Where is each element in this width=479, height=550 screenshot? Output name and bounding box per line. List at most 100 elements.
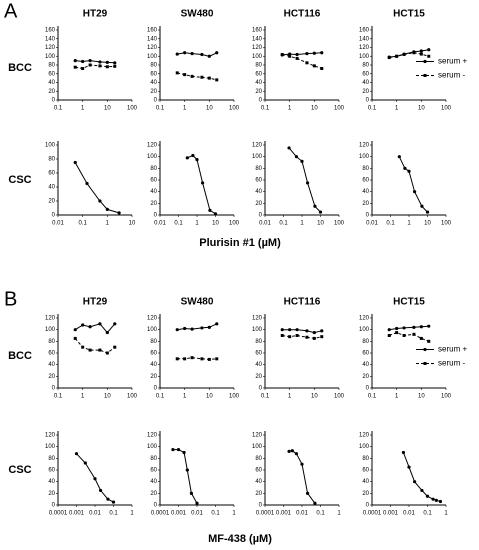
y-tick-label: 40 xyxy=(150,189,157,195)
y-tick-label: 120 xyxy=(45,433,56,439)
y-tick-label: 80 xyxy=(150,166,157,172)
data-point xyxy=(81,67,85,70)
y-tick-label: 80 xyxy=(362,63,369,69)
y-tick-label: 80 xyxy=(150,339,157,345)
data-point xyxy=(305,181,310,185)
data-point xyxy=(320,335,324,339)
y-tick-label: 40 xyxy=(48,362,55,368)
y-tick-label: 60 xyxy=(150,351,157,357)
data-point xyxy=(305,52,309,56)
x-tick-label: 0.1 xyxy=(261,106,270,112)
x-tick-label: 0.1 xyxy=(368,106,377,112)
data-point xyxy=(81,59,85,64)
data-point xyxy=(313,501,317,505)
y-tick-label: 0 xyxy=(52,98,56,104)
y-tick-label: 60 xyxy=(255,71,262,77)
series-line xyxy=(389,52,429,59)
y-tick-label: 120 xyxy=(147,143,158,149)
x-tick-label: 0.0001 xyxy=(363,511,382,517)
y-tick-label: 0 xyxy=(52,386,56,392)
x-tick-label: 0.1 xyxy=(109,511,118,517)
data-point xyxy=(419,336,423,340)
x-tick-label: 10 xyxy=(206,106,213,112)
series-line xyxy=(289,450,316,504)
data-point xyxy=(280,53,284,56)
x-tick-label: 1 xyxy=(106,221,110,227)
y-tick-label: 40 xyxy=(255,362,262,368)
data-point xyxy=(407,465,411,469)
x-tick-label: 1 xyxy=(232,511,236,517)
data-point xyxy=(113,64,117,68)
y-tick-label: 40 xyxy=(48,479,55,485)
data-point xyxy=(171,447,175,452)
x-tick-label: 0.0001 xyxy=(49,511,68,517)
data-point xyxy=(295,334,299,337)
data-point xyxy=(280,328,284,332)
y-tick-label: 0 xyxy=(366,503,370,509)
x-tick-label: 0.1 xyxy=(78,221,87,227)
x-tick-label: 0.1 xyxy=(423,511,432,517)
y-tick-label: 60 xyxy=(150,71,157,77)
data-point xyxy=(305,491,310,495)
x-tick-label: 1 xyxy=(395,106,399,112)
data-point xyxy=(175,357,179,361)
data-point xyxy=(200,181,205,185)
data-point xyxy=(183,51,187,55)
y-tick-label: 80 xyxy=(150,63,157,69)
x-tick-label: 0.1 xyxy=(54,394,63,400)
y-tick-label: 80 xyxy=(362,166,369,172)
y-tick-label: 120 xyxy=(359,45,370,51)
y-tick-label: 60 xyxy=(362,178,369,184)
y-tick-label: 40 xyxy=(150,479,157,485)
data-point xyxy=(207,325,211,329)
y-tick-label: 40 xyxy=(150,362,157,368)
y-tick-label: 120 xyxy=(359,143,370,149)
y-tick-label: 140 xyxy=(252,36,263,42)
data-point xyxy=(98,488,103,493)
y-tick-label: 0 xyxy=(366,98,370,104)
data-point xyxy=(401,450,406,455)
data-point xyxy=(189,491,194,495)
y-tick-label: 120 xyxy=(252,143,263,149)
y-tick-label: 100 xyxy=(252,444,263,450)
data-point xyxy=(213,212,218,216)
y-tick-label: 0 xyxy=(52,213,56,219)
legend-label: serum - xyxy=(438,71,465,80)
x-tick-label: 100 xyxy=(441,106,452,112)
data-point xyxy=(312,64,316,68)
data-point xyxy=(419,52,423,56)
y-tick-label: 100 xyxy=(147,444,158,450)
x-tick-label: 0.1 xyxy=(54,106,63,112)
x-tick-label: 1 xyxy=(337,511,341,517)
y-tick-label: 120 xyxy=(45,45,56,51)
y-tick-label: 120 xyxy=(359,316,370,322)
y-tick-label: 160 xyxy=(45,28,56,34)
data-point xyxy=(215,78,219,82)
legend-marker xyxy=(423,74,427,77)
data-point xyxy=(113,322,117,326)
data-point xyxy=(98,322,102,326)
data-point xyxy=(85,181,89,186)
legend-marker xyxy=(423,59,427,64)
data-point xyxy=(182,450,186,455)
row-label: CSC xyxy=(8,174,31,186)
y-tick-label: 120 xyxy=(147,45,158,51)
data-point xyxy=(295,328,299,332)
x-tick-label: 10 xyxy=(424,221,431,227)
legend-marker xyxy=(423,362,427,365)
y-tick-label: 0 xyxy=(154,213,158,219)
y-tick-label: 160 xyxy=(147,28,158,34)
data-point xyxy=(425,210,430,214)
legend-label: serum + xyxy=(438,57,467,66)
data-point xyxy=(106,497,110,501)
data-point xyxy=(74,452,79,456)
y-tick-label: 100 xyxy=(252,327,263,333)
data-point xyxy=(215,322,219,326)
data-point xyxy=(215,51,219,55)
x-tick-label: 0.01 xyxy=(191,511,203,517)
x-tick-label: 1 xyxy=(81,106,85,112)
x-tick-label: 1 xyxy=(195,221,199,227)
data-point xyxy=(434,498,438,502)
data-point xyxy=(208,208,212,212)
x-tick-label: 0.01 xyxy=(52,221,64,227)
